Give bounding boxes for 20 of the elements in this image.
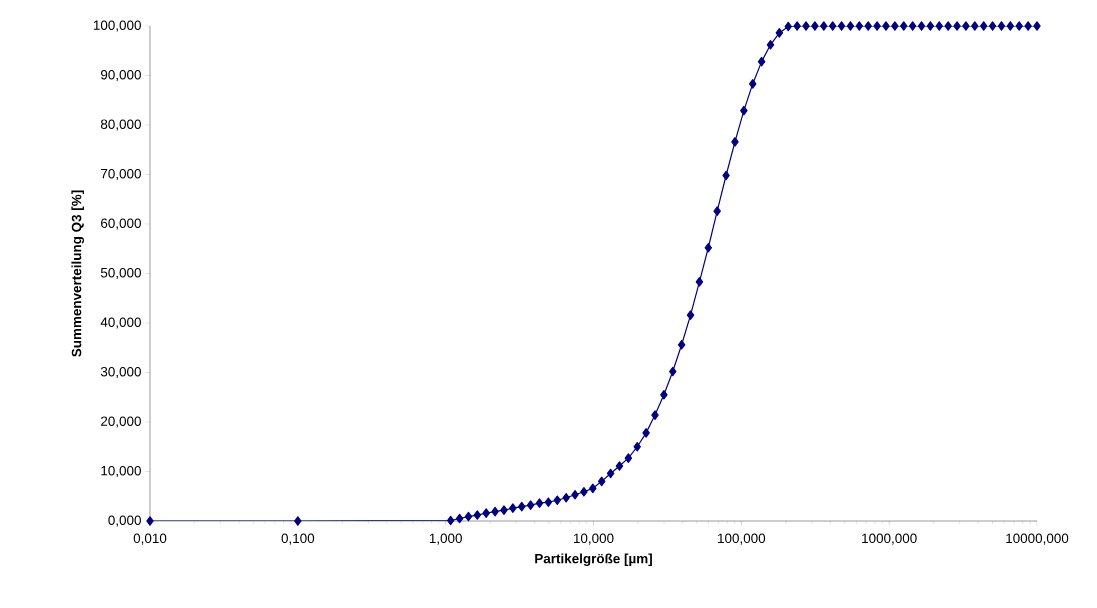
x-tick-label: 10000,000 (1006, 533, 1069, 545)
x-tick-label: 1,000 (429, 533, 462, 545)
x-tick-label: 100,000 (718, 533, 766, 545)
y-tick-label: 100,000 (93, 20, 141, 32)
y-tick-label: 0,000 (108, 515, 141, 527)
y-tick-label: 90,000 (100, 69, 141, 82)
y-tick-label: 30,000 (100, 366, 141, 379)
y-tick-label: 50,000 (100, 267, 141, 280)
y-tick-label: 40,000 (100, 317, 141, 329)
x-tick-label: 10,000 (573, 533, 614, 545)
x-tick-label: 1000,000 (862, 533, 917, 545)
y-axis-title: Summenverteilung Q3 [%] (71, 190, 85, 357)
y-tick-label: 80,000 (100, 119, 141, 131)
y-tick-label: 10,000 (101, 465, 141, 478)
x-axis-title: Partikelgröße [µm] (535, 553, 652, 567)
y-tick-label: 70,000 (101, 168, 141, 181)
y-tick-label: 60,000 (101, 218, 141, 230)
y-tick-label: 20,000 (101, 416, 141, 428)
x-tick-label: 0,100 (281, 533, 315, 545)
x-tick-label: 0,010 (133, 533, 167, 545)
